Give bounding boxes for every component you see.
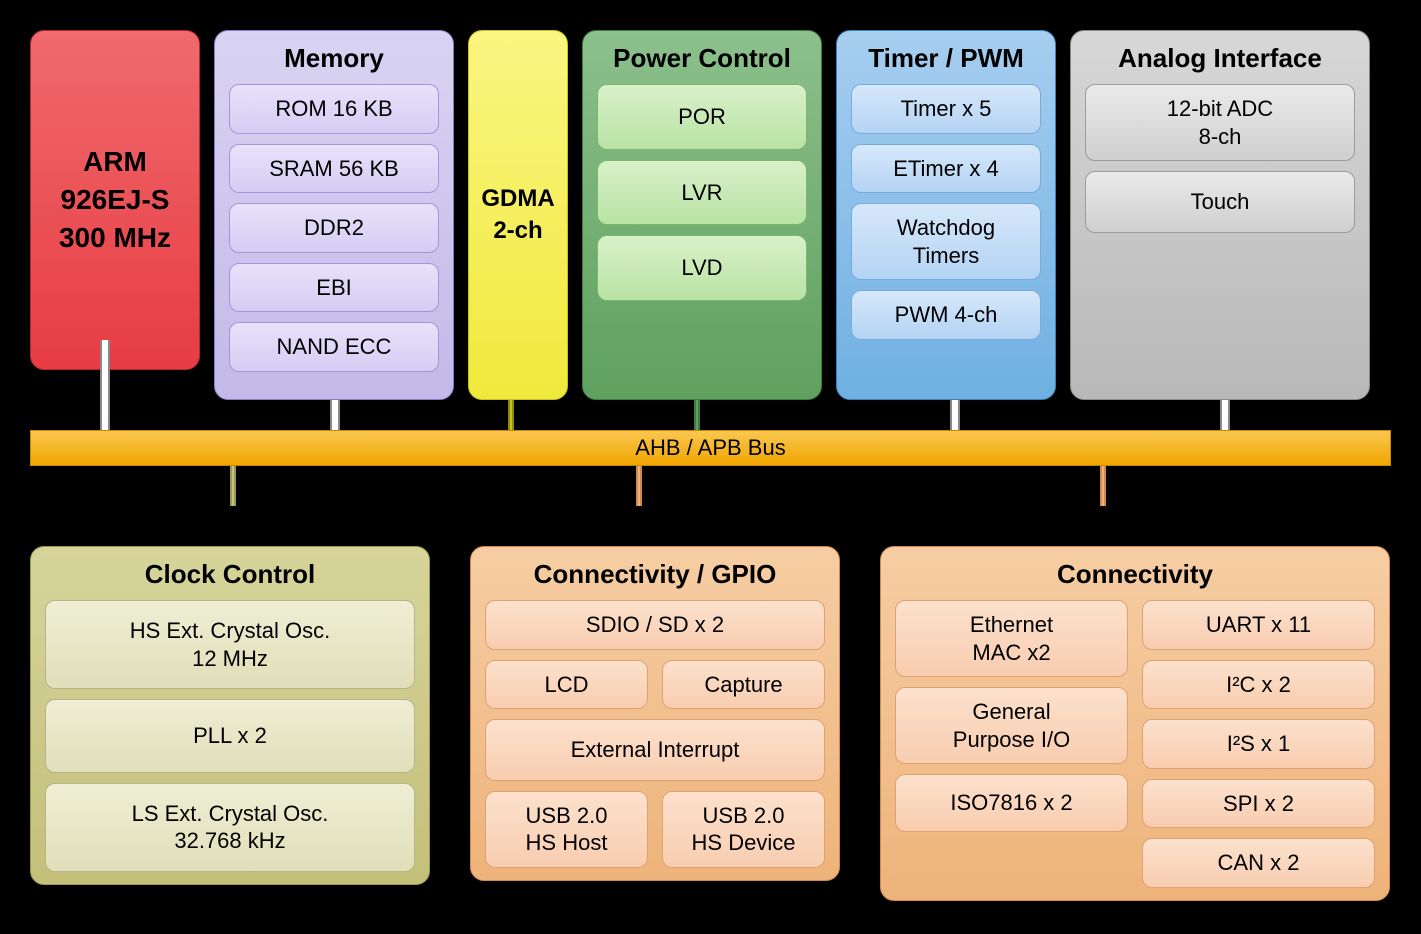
timer-item: WatchdogTimers bbox=[851, 203, 1041, 280]
arm-line2: 926EJ-S bbox=[61, 184, 170, 215]
connA-item: External Interrupt bbox=[485, 719, 825, 781]
power-item: LVD bbox=[597, 235, 807, 301]
memory-block: Memory ROM 16 KB SRAM 56 KB DDR2 EBI NAN… bbox=[214, 30, 454, 400]
power-block: Power Control POR LVR LVD bbox=[582, 30, 822, 400]
connectivity-gpio-block: Connectivity / GPIO SDIO / SD x 2 LCD Ca… bbox=[470, 546, 840, 881]
timer-block: Timer / PWM Timer x 5 ETimer x 4 Watchdo… bbox=[836, 30, 1056, 400]
connB-item: GeneralPurpose I/O bbox=[895, 687, 1128, 764]
bus-bar: AHB / APB Bus bbox=[30, 430, 1391, 466]
memory-item: NAND ECC bbox=[229, 322, 439, 372]
bus-label: AHB / APB Bus bbox=[635, 435, 785, 461]
memory-item: SRAM 56 KB bbox=[229, 144, 439, 194]
timer-item: ETimer x 4 bbox=[851, 144, 1041, 194]
connector bbox=[230, 466, 236, 506]
gdma-block: GDMA 2-ch bbox=[468, 30, 568, 400]
memory-title: Memory bbox=[284, 43, 384, 74]
connA-title: Connectivity / GPIO bbox=[534, 559, 777, 590]
connector bbox=[330, 400, 340, 430]
memory-item: ROM 16 KB bbox=[229, 84, 439, 134]
arm-line1: ARM bbox=[83, 146, 147, 177]
arm-block: ARM 926EJ-S 300 MHz bbox=[30, 30, 200, 370]
clock-item: HS Ext. Crystal Osc.12 MHz bbox=[45, 600, 415, 689]
connB-item: UART x 11 bbox=[1142, 600, 1375, 650]
connA-item: SDIO / SD x 2 bbox=[485, 600, 825, 650]
clock-title: Clock Control bbox=[145, 559, 315, 590]
connB-item: I²S x 1 bbox=[1142, 719, 1375, 769]
connector bbox=[636, 466, 642, 506]
connector bbox=[950, 400, 960, 430]
connA-item: Capture bbox=[662, 660, 825, 710]
connB-item: SPI x 2 bbox=[1142, 779, 1375, 829]
power-item: LVR bbox=[597, 160, 807, 226]
clock-item: PLL x 2 bbox=[45, 699, 415, 773]
connector bbox=[1100, 466, 1106, 506]
clock-block: Clock Control HS Ext. Crystal Osc.12 MHz… bbox=[30, 546, 430, 885]
gdma-line1: GDMA bbox=[481, 185, 554, 212]
connA-item: USB 2.0HS Device bbox=[662, 791, 825, 868]
connB-item: ISO7816 x 2 bbox=[895, 774, 1128, 832]
connA-item: USB 2.0HS Host bbox=[485, 791, 648, 868]
gdma-line2: 2-ch bbox=[493, 217, 542, 244]
connB-title: Connectivity bbox=[1057, 559, 1213, 590]
connB-item: I²C x 2 bbox=[1142, 660, 1375, 710]
arm-line3: 300 MHz bbox=[59, 222, 171, 253]
connector bbox=[694, 400, 700, 430]
timer-title: Timer / PWM bbox=[868, 43, 1024, 74]
memory-item: DDR2 bbox=[229, 203, 439, 253]
timer-item: Timer x 5 bbox=[851, 84, 1041, 134]
connector bbox=[100, 340, 110, 430]
connector bbox=[1220, 400, 1230, 430]
connB-item: CAN x 2 bbox=[1142, 838, 1375, 888]
connA-item: LCD bbox=[485, 660, 648, 710]
analog-item: 12-bit ADC8-ch bbox=[1085, 84, 1355, 161]
analog-title: Analog Interface bbox=[1118, 43, 1322, 74]
connectivity-block: Connectivity EthernetMAC x2 GeneralPurpo… bbox=[880, 546, 1390, 901]
clock-item: LS Ext. Crystal Osc.32.768 kHz bbox=[45, 783, 415, 872]
connB-item: EthernetMAC x2 bbox=[895, 600, 1128, 677]
top-row: ARM 926EJ-S 300 MHz Memory ROM 16 KB SRA… bbox=[30, 30, 1391, 400]
power-item: POR bbox=[597, 84, 807, 150]
arm-text: ARM 926EJ-S 300 MHz bbox=[59, 143, 171, 256]
analog-item: Touch bbox=[1085, 171, 1355, 233]
timer-item: PWM 4-ch bbox=[851, 290, 1041, 340]
analog-block: Analog Interface 12-bit ADC8-ch Touch bbox=[1070, 30, 1370, 400]
gdma-text: GDMA 2-ch bbox=[481, 183, 554, 248]
connector bbox=[508, 400, 514, 430]
bottom-row: Clock Control HS Ext. Crystal Osc.12 MHz… bbox=[30, 546, 1391, 926]
power-title: Power Control bbox=[613, 43, 791, 74]
diagram-canvas: AHB / APB Bus ARM 926EJ-S 300 MHz Memory… bbox=[0, 0, 1421, 934]
memory-item: EBI bbox=[229, 263, 439, 313]
